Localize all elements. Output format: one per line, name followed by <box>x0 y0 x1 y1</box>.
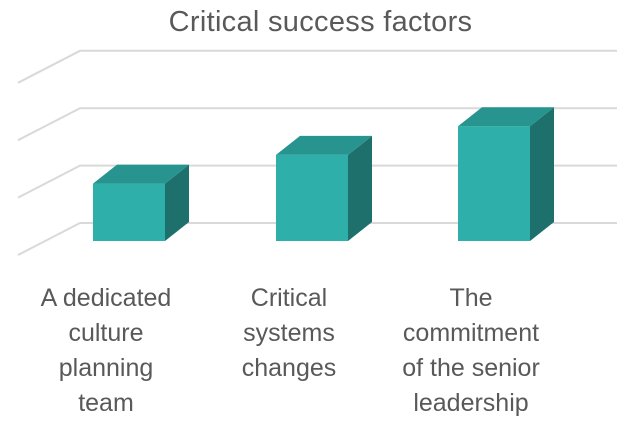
bar-front-face <box>93 183 165 241</box>
category-label: Critical systems changes <box>241 284 337 382</box>
bar-top-face <box>93 164 189 184</box>
bar-front-face <box>458 126 530 241</box>
gridline <box>17 222 617 256</box>
bar-front-face <box>276 154 348 241</box>
bar-side-face <box>165 164 189 241</box>
gridline <box>17 107 617 142</box>
bar-1 <box>93 164 189 241</box>
gridlines <box>17 49 617 256</box>
bar-side-face <box>530 107 554 241</box>
category-label: The commitment of the senior leadership <box>402 284 540 417</box>
bar-side-face <box>348 135 372 241</box>
bar-top-face <box>276 135 372 155</box>
bars <box>93 107 554 241</box>
gridline <box>17 164 617 199</box>
bar-2 <box>276 135 372 241</box>
gridline <box>17 49 617 84</box>
chart-title: Critical success factors <box>168 6 473 38</box>
bar-top-face <box>458 107 554 127</box>
bar-3 <box>458 107 554 241</box>
category-label: A dedicated culture planning team <box>40 284 172 417</box>
